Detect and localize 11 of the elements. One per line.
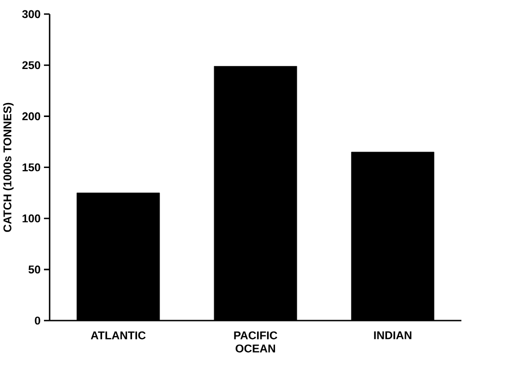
y-tick-label: 50 (28, 265, 40, 274)
y-tick-label: 300 (22, 10, 40, 18)
y-tick-label: 250 (22, 61, 40, 69)
y-tick-label: 100 (22, 214, 40, 222)
y-tick-label: 200 (22, 112, 40, 120)
y-tick-label: 150 (22, 163, 40, 172)
y-axis-title: CATCH (1000s TONNES) (3, 102, 14, 232)
x-tick-label: ATLANTIC (90, 331, 146, 340)
x-tick-label: INDIAN (374, 331, 412, 339)
x-tick-label: PACIFIC OCEAN (234, 331, 278, 352)
y-tick-label: 0 (34, 316, 40, 324)
